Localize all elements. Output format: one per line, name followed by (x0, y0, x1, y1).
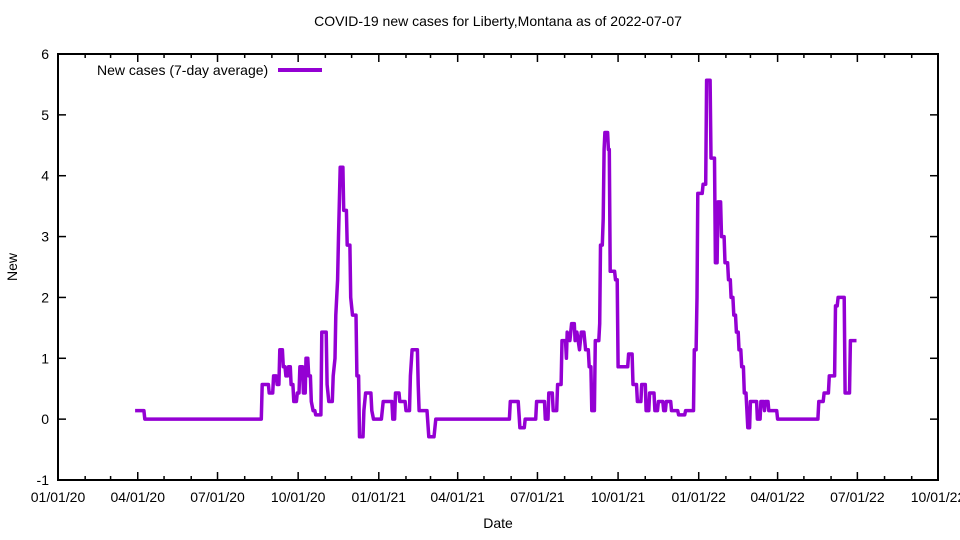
x-tick-label: 10/01/20 (271, 489, 326, 505)
x-tick-label: 04/01/22 (750, 489, 805, 505)
x-tick-label: 01/01/20 (31, 489, 86, 505)
x-axis-label: Date (483, 515, 513, 531)
x-tick-label: 07/01/20 (190, 489, 245, 505)
y-tick-label: 4 (41, 168, 49, 184)
y-tick-label: -1 (37, 472, 50, 488)
y-tick-label: 3 (41, 229, 49, 245)
x-tick-label: 01/01/22 (671, 489, 726, 505)
y-tick-label: 0 (41, 411, 49, 427)
legend: New cases (7-day average) (97, 62, 323, 78)
x-tick-label: 04/01/20 (111, 489, 166, 505)
y-tick-label: 5 (41, 107, 49, 123)
y-tick-label: 2 (41, 289, 49, 305)
legend-label: New cases (7-day average) (97, 62, 269, 78)
x-tick-label: 07/01/21 (510, 489, 565, 505)
x-tick-label: 10/01/22 (911, 489, 960, 505)
x-tick-label: 01/01/21 (352, 489, 407, 505)
plot-border (57, 53, 939, 481)
x-tick-label: 04/01/21 (430, 489, 485, 505)
series-line (135, 78, 857, 439)
y-tick-label: 1 (41, 350, 49, 366)
y-axis-label: New (4, 253, 20, 282)
x-tick-label: 07/01/22 (830, 489, 885, 505)
chart-title: COVID-19 new cases for Liberty,Montana a… (314, 13, 682, 29)
legend-line-sample-icon (278, 68, 323, 72)
y-tick-label: 6 (41, 46, 49, 62)
x-tick-label: 10/01/21 (591, 489, 646, 505)
